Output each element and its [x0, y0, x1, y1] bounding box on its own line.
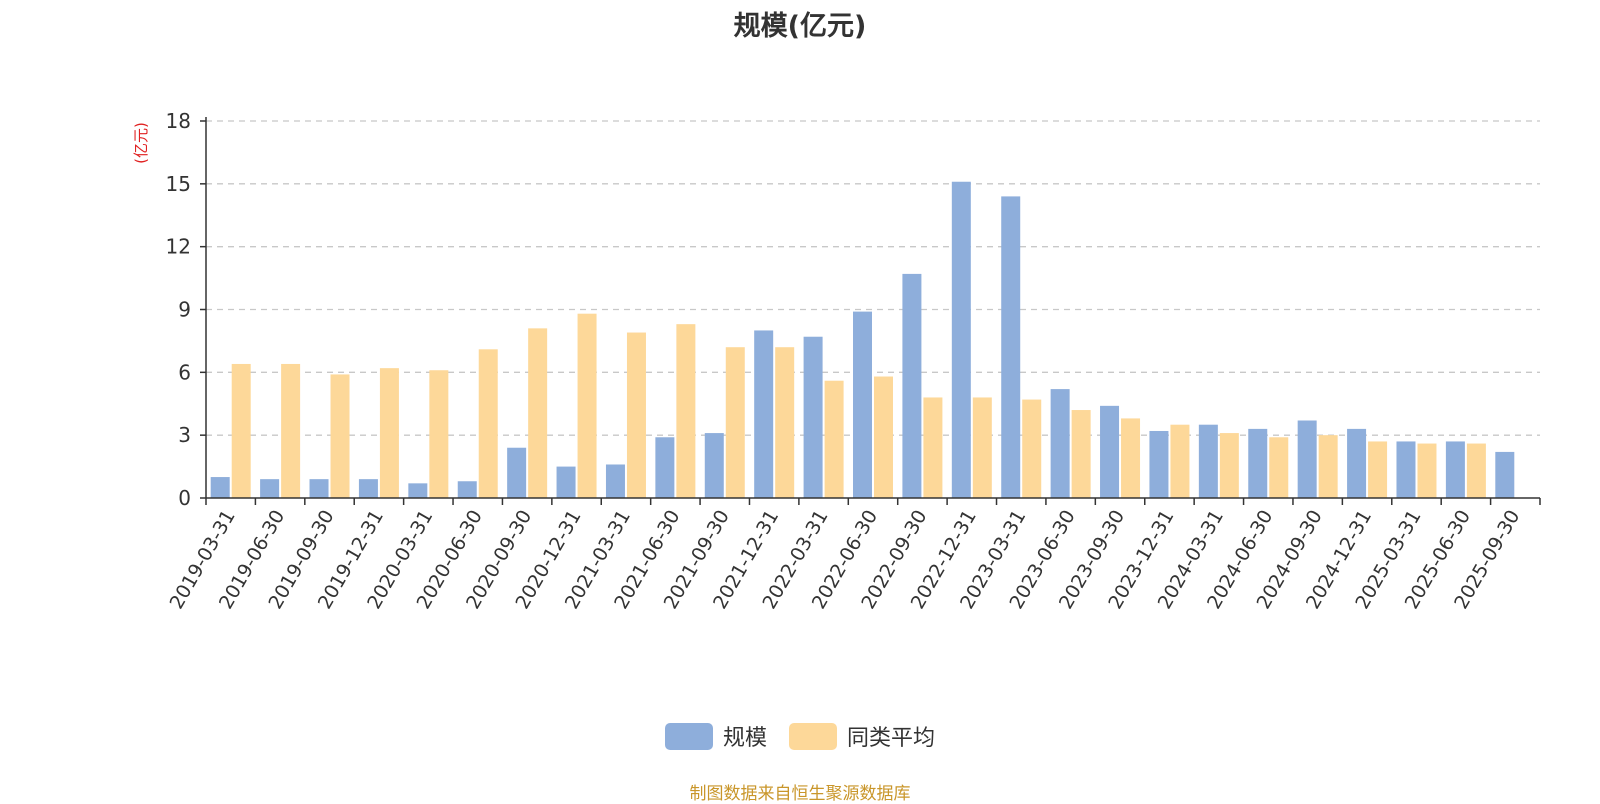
bar-scale[interactable] [951, 181, 971, 498]
bar-category-average[interactable] [577, 313, 597, 498]
bar-category-average[interactable] [725, 347, 745, 498]
y-tick-label: 15 [166, 172, 191, 196]
bar-category-average[interactable] [330, 374, 350, 498]
bar-scale[interactable] [408, 483, 428, 498]
bar-category-average[interactable] [972, 397, 992, 498]
bar-scale[interactable] [704, 433, 724, 498]
bar-scale[interactable] [1347, 428, 1367, 498]
bar-category-average[interactable] [824, 380, 844, 498]
bar-scale[interactable] [507, 447, 527, 498]
bar-scale[interactable] [605, 464, 625, 498]
chart-title: 规模(亿元) [733, 11, 867, 42]
bar-category-average[interactable] [1121, 418, 1141, 498]
y-tick-label: 0 [178, 486, 191, 510]
bar-category-average[interactable] [231, 363, 251, 498]
bar-scale[interactable] [260, 479, 280, 498]
gridlines [206, 120, 1540, 436]
legend-swatch-average [789, 722, 837, 750]
bar-category-average[interactable] [874, 376, 893, 498]
bar-category-average[interactable] [1022, 399, 1042, 498]
bar-scale[interactable] [457, 481, 477, 498]
bar-scale[interactable] [1495, 451, 1515, 498]
bar-category-average[interactable] [281, 363, 301, 498]
bar-scale[interactable] [1050, 389, 1070, 498]
bar-category-average[interactable] [775, 347, 795, 498]
bar-scale[interactable] [803, 336, 823, 498]
bar-scale[interactable] [754, 330, 774, 498]
bar-category-average[interactable] [429, 370, 449, 498]
bar-category-average[interactable] [676, 324, 696, 498]
bar-scale[interactable] [556, 466, 576, 498]
bar-category-average[interactable] [528, 328, 548, 498]
legend: 规模 同类平均 [0, 720, 1600, 752]
data-source-note: 制图数据来自恒生聚源数据库 [689, 784, 911, 804]
y-axis-unit-label: (亿元) [132, 122, 150, 164]
y-tick-label: 9 [178, 298, 191, 322]
bar-category-average[interactable] [923, 397, 943, 498]
x-tick-labels: 2019-03-312019-06-302019-09-302019-12-31… [166, 506, 1525, 613]
legend-label-scale: 规模 [722, 726, 767, 751]
bar-category-average[interactable] [1417, 443, 1437, 498]
y-tick-label: 3 [178, 423, 191, 447]
bar-scale[interactable] [1396, 441, 1416, 498]
legend-item-average[interactable]: 同类平均 [789, 720, 935, 752]
bar-category-average[interactable] [1071, 410, 1091, 498]
y-tick-labels: 0 3 6 9 12 15 18 [166, 109, 191, 510]
bar-category-average[interactable] [1269, 437, 1289, 498]
bar-category-average[interactable] [626, 332, 646, 498]
legend-label-average: 同类平均 [847, 726, 936, 751]
bar-scale[interactable] [853, 311, 872, 498]
bar-category-average[interactable] [1318, 435, 1338, 498]
bar-scale[interactable] [210, 477, 230, 498]
bar-scale[interactable] [1248, 428, 1268, 498]
bar-category-average[interactable] [478, 349, 498, 498]
bar-category-average[interactable] [1219, 433, 1239, 498]
legend-swatch-scale [664, 722, 713, 750]
bar-scale[interactable] [1001, 196, 1021, 498]
bar-scale[interactable] [1445, 441, 1465, 498]
y-tick-label: 18 [166, 109, 191, 133]
bar-category-average[interactable] [1170, 424, 1190, 498]
bar-category-average[interactable] [1368, 441, 1388, 498]
bar-scale[interactable] [655, 437, 675, 498]
bar-scale[interactable] [1198, 424, 1218, 498]
y-tick-label: 6 [178, 360, 191, 384]
bar-scale[interactable] [1297, 420, 1317, 498]
bar-scale[interactable] [1149, 430, 1169, 498]
bar-scale[interactable] [358, 479, 378, 498]
y-tick-label: 12 [166, 235, 191, 259]
bar-scale[interactable] [309, 479, 329, 498]
bars [210, 181, 1515, 498]
bar-scale[interactable] [1100, 405, 1120, 498]
bar-category-average[interactable] [1466, 443, 1486, 498]
axes [200, 117, 1541, 505]
bar-scale[interactable] [902, 273, 922, 498]
bar-category-average[interactable] [379, 368, 399, 498]
legend-item-scale[interactable]: 规模 [664, 720, 767, 752]
